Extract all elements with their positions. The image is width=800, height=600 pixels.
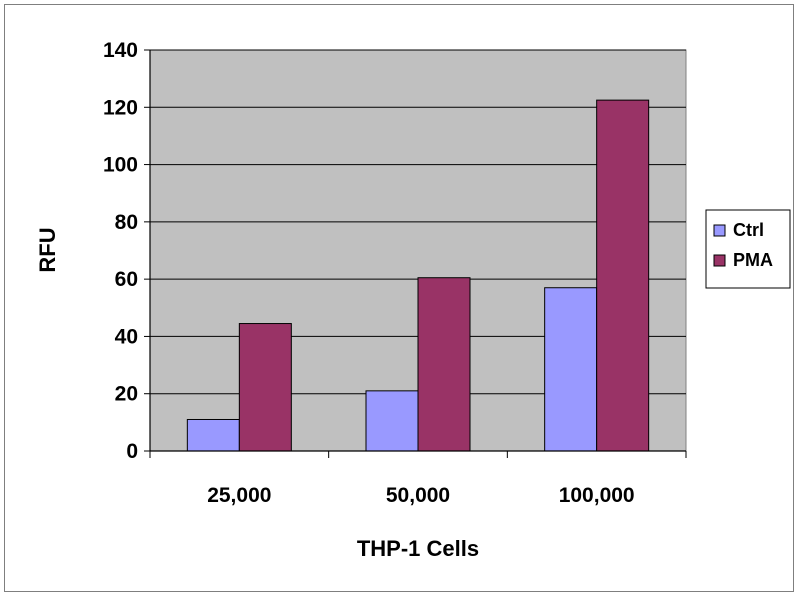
x-tick-label: 100,000 [559,484,635,507]
bar-pma-50000 [417,277,471,452]
y-axis-title: RFU [35,227,60,272]
x-tick-label: 25,000 [207,484,271,507]
y-tick-label: 20 [115,383,138,406]
bar-pma-25000 [238,323,292,452]
bars [186,99,650,452]
y-tick-label: 0 [126,440,138,463]
legend: Ctrl PMA [705,209,791,289]
legend-label-pma: PMA [733,250,773,270]
y-tick-label: 120 [103,96,138,119]
y-tick-label: 140 [103,39,138,62]
legend-label-ctrl: Ctrl [733,220,764,240]
y-tick-labels: 0 20 40 60 80 100 120 140 [103,39,138,463]
y-tick-label: 40 [115,325,138,348]
legend-box [705,209,791,289]
y-tick-label: 80 [115,211,138,234]
axes [144,49,687,458]
x-axis-title: THP-1 Cells [357,536,479,561]
y-tick-label: 60 [115,268,138,291]
x-tick-label: 50,000 [386,484,450,507]
legend-swatch-ctrl [713,224,726,237]
legend-swatch-pma [713,254,726,267]
y-tick-label: 100 [103,154,138,177]
x-tick-labels: 25,000 50,000 100,000 [207,484,634,507]
bar-ctrl-50000 [365,390,419,452]
bar-pma-100000 [596,99,650,452]
bar-ctrl-25000 [186,418,240,452]
bar-ctrl-100000 [544,287,598,452]
